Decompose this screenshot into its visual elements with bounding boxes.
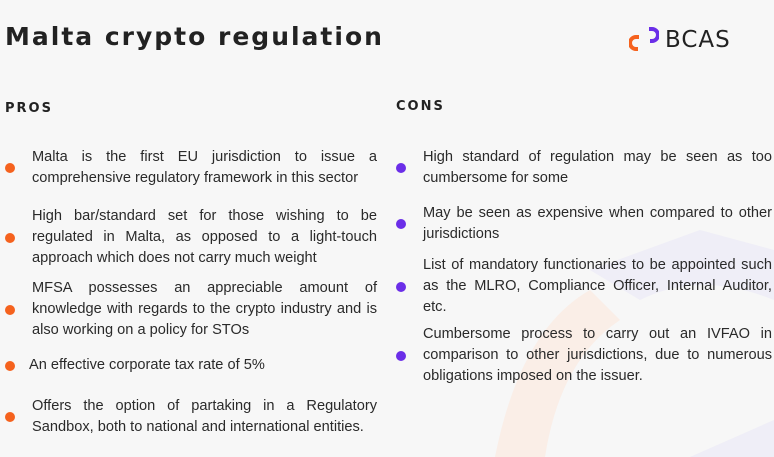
cons-item: May be seen as expensive when compared t… [0,203,772,245]
page-title: Malta crypto regulation [5,22,384,51]
bullet-icon [5,163,15,173]
pros-heading: PROS [5,101,53,116]
cons-item: List of mandatory functionaries to be ap… [0,255,772,318]
bullet-icon [5,412,15,422]
bullet-icon [396,281,406,292]
pros-item: Offers the option of partaking in a Regu… [0,396,377,438]
pros-item: High bar/standard set for those wishing … [0,206,377,269]
bullet-icon [396,350,406,361]
bullet-icon [5,360,15,371]
bullet-icon [396,163,406,173]
pros-item: MFSA possesses an appreciable amount of … [0,278,377,341]
bullet-icon [396,219,406,229]
bullet-icon [5,232,15,243]
cons-item: High standard of regulation may be seen … [0,147,772,189]
bullet-icon [5,304,15,315]
logo-text: BCAS [665,27,731,53]
logo-mark-icon [629,27,659,51]
cons-item: Cumbersome process to carry out an IVFAO… [0,324,772,387]
pros-item: Malta is the first EU jurisdiction to is… [0,147,377,189]
bcas-logo: BCAS [629,27,731,53]
cons-heading: CONS [396,99,445,114]
pros-item: An effective corporate tax rate of 5% [0,355,374,376]
